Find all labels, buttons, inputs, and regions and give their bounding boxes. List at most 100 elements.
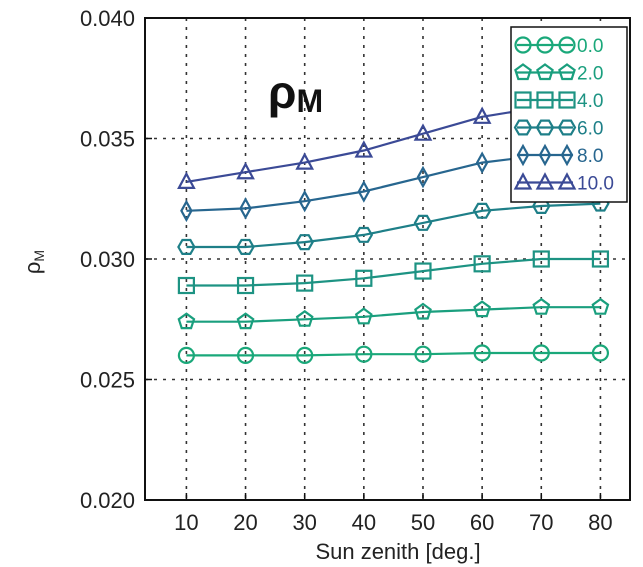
data-point (413, 123, 433, 141)
data-point (473, 344, 491, 362)
data-point (354, 140, 374, 158)
x-tick-label: 50 (411, 510, 435, 535)
x-tick-label: 60 (470, 510, 494, 535)
y-tick-label: 0.040 (80, 6, 135, 31)
data-point (532, 297, 551, 315)
data-point (180, 199, 193, 223)
legend-item: 0.0 (514, 36, 603, 57)
legend-box (510, 26, 628, 203)
data-point (413, 214, 433, 231)
data-point (414, 345, 432, 363)
legend-marker (557, 172, 577, 190)
data-point (295, 309, 314, 327)
y-tick-label: 0.020 (80, 488, 135, 513)
x-tick-label: 20 (233, 510, 257, 535)
rho-m-annotation: ρM (268, 66, 323, 119)
data-point (414, 262, 432, 280)
data-point (591, 344, 610, 362)
data-point (236, 276, 255, 295)
data-point (475, 151, 489, 174)
data-point (236, 238, 255, 255)
data-point (355, 345, 373, 363)
series-4.0 (177, 250, 610, 295)
legend-marker (514, 91, 532, 109)
legend-label: 4.0 (577, 91, 603, 112)
series-0.0 (177, 344, 610, 364)
y-tick-label: 0.030 (80, 247, 135, 272)
legend-marker (538, 143, 552, 167)
legend-item: 4.0 (514, 91, 603, 112)
legend-marker (558, 63, 576, 81)
data-point (591, 297, 610, 315)
legend-label: 2.0 (577, 64, 603, 85)
series-line (186, 257, 601, 287)
data-point (177, 346, 196, 364)
legend-marker (535, 172, 555, 190)
data-point (298, 189, 311, 213)
data-point (295, 152, 315, 170)
x-tick-label: 80 (588, 510, 612, 535)
series-line (186, 306, 601, 323)
data-point (236, 346, 255, 364)
y-axis-label-subscript: M (31, 250, 47, 262)
y-axis-label-symbol: ρ (20, 262, 45, 275)
x-axis-label: Sun zenith [deg.] (315, 539, 480, 564)
data-point (177, 276, 196, 295)
data-point (473, 255, 491, 273)
legend-marker (535, 119, 555, 136)
legend: 0.0 2.0 4.0 6.0 8.0 10.0 (510, 26, 628, 203)
legend-label: 10.0 (577, 174, 614, 195)
data-point (416, 165, 430, 189)
legend-marker (536, 91, 554, 109)
legend-marker (513, 119, 533, 136)
legend-label: 8.0 (577, 146, 603, 167)
data-point (295, 234, 314, 251)
x-tick-label: 10 (174, 510, 198, 535)
data-point (177, 312, 196, 330)
legend-marker (514, 63, 532, 81)
data-point (296, 274, 314, 292)
data-point (177, 171, 196, 189)
legend-marker (558, 91, 576, 109)
series-line (186, 202, 601, 249)
x-tick-label: 30 (292, 510, 316, 535)
data-point (357, 180, 371, 203)
data-point (591, 250, 610, 268)
data-point (472, 202, 492, 219)
legend-marker (536, 63, 554, 81)
annotation-symbol: ρ (268, 66, 296, 118)
data-point (236, 312, 255, 330)
legend-item: 10.0 (513, 172, 614, 195)
annotation-subscript: M (296, 83, 323, 119)
y-tick-label: 0.025 (80, 368, 135, 393)
series-line (186, 351, 601, 357)
data-point (472, 106, 492, 124)
legend-marker (513, 172, 533, 190)
data-point (532, 250, 550, 268)
data-point (532, 344, 550, 362)
legend-item: 2.0 (514, 63, 603, 85)
series-layer (177, 92, 610, 364)
tick-labels: 10 20 30 40 50 60 70 800.0200.0250.0300.0350.04… (80, 6, 613, 535)
x-tick-label: 40 (352, 510, 376, 535)
data-point (296, 346, 314, 364)
data-point (239, 197, 252, 220)
data-point (177, 238, 196, 255)
legend-label: 6.0 (577, 119, 603, 140)
data-point (354, 226, 374, 243)
data-point (473, 300, 491, 318)
legend-marker (536, 36, 554, 54)
data-point (355, 269, 373, 287)
legend-marker (516, 143, 530, 167)
legend-marker (557, 119, 577, 136)
legend-item: 6.0 (513, 119, 603, 140)
series-2.0 (177, 297, 610, 330)
data-point (236, 161, 255, 180)
legend-item: 8.0 (516, 143, 603, 167)
legend-marker (560, 143, 574, 167)
data-point (354, 307, 373, 325)
data-point (414, 302, 432, 320)
y-axis-label: ρM (20, 250, 47, 274)
legend-label: 0.0 (577, 36, 603, 57)
